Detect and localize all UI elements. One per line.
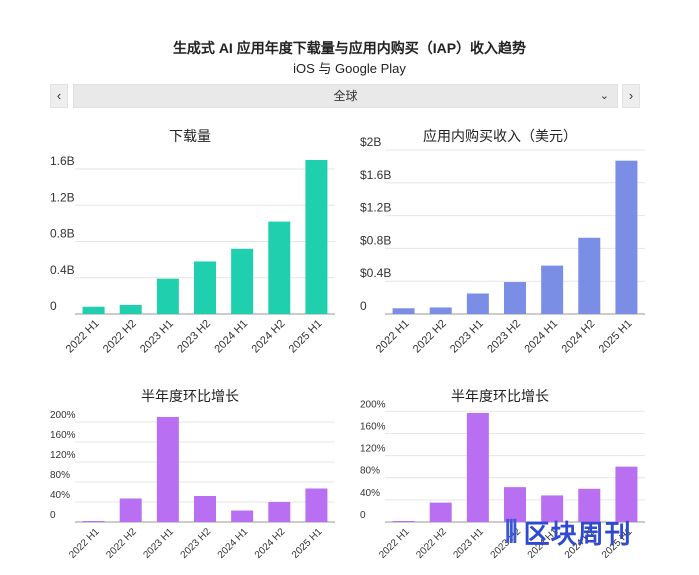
- prev-region-button[interactable]: ‹: [50, 84, 68, 108]
- downloads-growth-y-tick-label: 160%: [50, 430, 76, 441]
- iap-bar: [578, 237, 601, 314]
- iap-bar: [541, 265, 564, 314]
- iap-growth-y-tick-label: 120%: [360, 444, 386, 455]
- iap-y-tick-label: $0.8B: [360, 233, 391, 247]
- downloads-growth-bar: [156, 417, 179, 522]
- downloads-bar: [119, 304, 142, 314]
- page-subtitle: iOS 与 Google Play: [293, 61, 406, 76]
- iap-bar: [504, 282, 526, 314]
- iap-growth-bar: [504, 487, 526, 522]
- downloads-growth-y-tick-label: 200%: [50, 410, 76, 421]
- iap-growth-y-tick-label: 0: [360, 510, 366, 521]
- iap-bar: [429, 307, 452, 314]
- iap-growth-bar: [541, 495, 564, 522]
- iap-growth-x-tick-label: 2022 H1: [377, 526, 412, 561]
- downloads-growth-bar: [194, 496, 216, 522]
- panel-title-downloads-growth: 半年度环比增长: [141, 388, 239, 404]
- iap-bar: [615, 160, 638, 314]
- iap-growth-x-tick-label: 2022 H2: [414, 526, 449, 561]
- iap-growth-y-tick-label: 160%: [360, 421, 386, 432]
- iap-growth-bar: [392, 521, 415, 522]
- downloads-bar: [156, 278, 179, 314]
- panel-title-iap-growth: 半年度环比增长: [451, 388, 549, 404]
- downloads-growth-bar: [231, 510, 254, 522]
- downloads-growth-y-tick-label: 40%: [50, 490, 70, 501]
- panel-title-iap-revenue: 应用内购买收入（美元）: [423, 128, 577, 144]
- publisher-logo: ⫴ 区块周刊: [505, 509, 695, 555]
- downloads-bar: [305, 160, 328, 314]
- downloads-growth-y-tick-label: 0: [50, 510, 56, 521]
- region-dropdown[interactable]: 全球 ⌄: [73, 84, 618, 108]
- next-region-button[interactable]: ›: [622, 84, 640, 108]
- downloads-bar: [82, 306, 105, 314]
- panel-title-downloads: 下载量: [169, 128, 211, 144]
- downloads-y-tick-label: 1.6B: [50, 154, 75, 168]
- iap-bar: [392, 308, 415, 314]
- downloads-bar: [268, 221, 291, 314]
- chevron-down-icon: ⌄: [599, 90, 609, 102]
- downloads-growth-bar: [268, 502, 291, 522]
- iap-y-tick-label: $1.6B: [360, 168, 391, 182]
- logo-text: 区块周刊: [523, 518, 632, 549]
- downloads-growth-bar: [82, 521, 105, 522]
- iap-growth-y-tick-label: 80%: [360, 466, 380, 477]
- downloads-y-tick-label: 0.8B: [50, 227, 75, 241]
- iap-y-tick-label: $0.4B: [360, 266, 391, 280]
- iap-growth-bar: [466, 412, 489, 522]
- iap-y-tick-label: $1.2B: [360, 201, 391, 215]
- iap-growth-bar: [615, 466, 638, 522]
- iap-bar: [466, 293, 489, 314]
- chevron-left-icon: ‹: [56, 88, 62, 103]
- iap-growth-y-tick-label: 40%: [360, 488, 380, 499]
- iap-growth-bar: [578, 488, 601, 522]
- region-dropdown-value: 全球: [333, 89, 358, 103]
- downloads-y-tick-label: 1.2B: [50, 190, 75, 204]
- iap-growth-y-tick-label: 200%: [360, 399, 386, 410]
- downloads-y-tick-label: 0: [50, 299, 57, 313]
- iap-growth-x-tick-label: 2023 H1: [451, 526, 486, 561]
- downloads-bar: [231, 248, 254, 314]
- iap-growth-bar: [429, 502, 452, 522]
- page-title: 生成式 AI 应用年度下载量与应用内购买（IAP）收入趋势: [172, 40, 527, 56]
- downloads-growth-bar: [305, 488, 328, 522]
- downloads-bar: [194, 261, 216, 314]
- downloads-growth-bar: [119, 498, 142, 522]
- iap-y-tick-label: $2B: [360, 135, 381, 149]
- downloads-growth-y-tick-label: 120%: [50, 450, 76, 461]
- iap-y-tick-label: 0: [360, 299, 367, 313]
- downloads-growth-y-tick-label: 80%: [50, 470, 70, 481]
- logo-mark-icon: ⫴: [505, 514, 518, 550]
- downloads-y-tick-label: 0.4B: [50, 263, 75, 277]
- chevron-right-icon: ›: [628, 88, 634, 103]
